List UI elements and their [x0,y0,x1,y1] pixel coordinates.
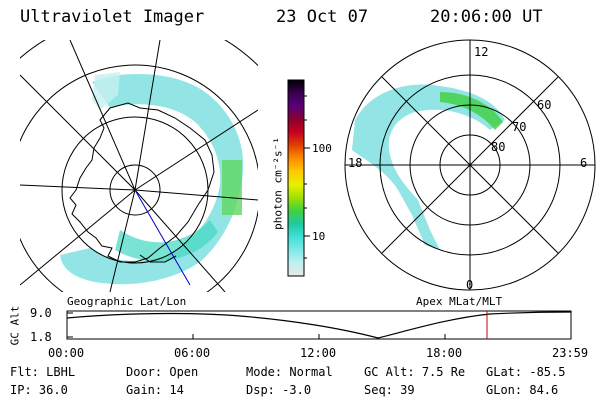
status-ip-value: 36.0 [38,383,68,397]
left-aurora-bright [115,220,218,262]
altitude-ytick-bottom: 1.8 [30,330,52,344]
colorbar-tick-label-10: 10 [312,230,326,243]
mlt-lines [345,40,595,290]
mlt-label-0: 0 [466,278,474,292]
meridian-lines [20,40,258,292]
altitude-xticks [66,334,572,339]
mlt-label-6: 6 [580,156,588,170]
altitude-xtick-1: 06:00 [174,346,211,360]
altitude-xtick-0: 00:00 [48,346,85,360]
status-glon: GLon: 84.6 [486,383,559,397]
status-dsp-value: -3.0 [282,383,312,397]
right-aurora-green [440,92,503,130]
status-mode-value: Normal [289,365,333,379]
status-gain-value: 14 [169,383,184,397]
left-aurora-oval [60,73,244,285]
altitude-xtick-2: 12:00 [300,346,337,360]
left-aurora-green [222,160,242,215]
status-mode: Mode: Normal [246,365,333,379]
right-aurora-oval [352,84,505,251]
colorbar-ticks [304,95,310,259]
status-filter-value: LBHL [46,365,76,379]
antarctic-coastline [69,102,215,263]
status-dsp: Dsp: -3.0 [246,383,312,397]
lat-circle-80 [109,164,161,216]
status-gain: Gain: 14 [126,383,184,397]
altitude-curve [67,311,571,339]
observation-time: 20:06:00 UT [430,7,543,27]
status-door-value: Open [169,365,199,379]
altitude-xtick-4: 23:59 [552,346,589,360]
mlat-label-70: 70 [512,120,527,134]
lat-circle-70 [61,116,209,264]
left-aurora-patch [92,72,120,110]
status-door: Door: Open [126,365,199,379]
status-seq: Seq: 39 [364,383,415,397]
status-seq-value: 39 [400,383,415,397]
mlt-label-18: 18 [348,156,363,170]
mlat-label-80: 80 [491,140,506,154]
instrument-title: Ultraviolet Imager [20,7,205,27]
status-ip: IP: 36.0 [10,383,68,397]
mlat-label-60: 60 [537,98,552,112]
mlt-label-12: 12 [474,45,489,59]
right-map-caption: Apex MLat/MLT [416,295,503,308]
status-gc-alt: GC Alt: 7.5 Re [364,365,466,379]
altitude-xtick-3: 18:00 [426,346,463,360]
colorbar-tick-label-100: 100 [312,142,332,155]
coastline-detail [139,254,177,263]
magnetic-map [344,39,596,291]
status-glat-value: -85.5 [529,365,566,379]
altitude-axis-label: GC Alt [8,305,22,346]
sun-direction-line [134,189,191,286]
altitude-yticks [67,312,73,338]
altitude-ytick-top: 9.0 [30,306,52,320]
status-glon-value: 84.6 [529,383,559,397]
status-glat: GLat: -85.5 [486,365,566,379]
observation-date: 23 Oct 07 [276,7,369,27]
status-filter: Flt: LBHL [10,365,76,379]
colorbar [287,79,305,277]
left-map-caption: Geographic Lat/Lon [67,295,187,308]
colorbar-unit-label: photon cm⁻²s⁻¹ [271,137,285,230]
lat-circle-60 [20,64,258,292]
geographic-map [20,40,258,292]
status-gc-alt-value: 7.5 Re [421,365,466,379]
